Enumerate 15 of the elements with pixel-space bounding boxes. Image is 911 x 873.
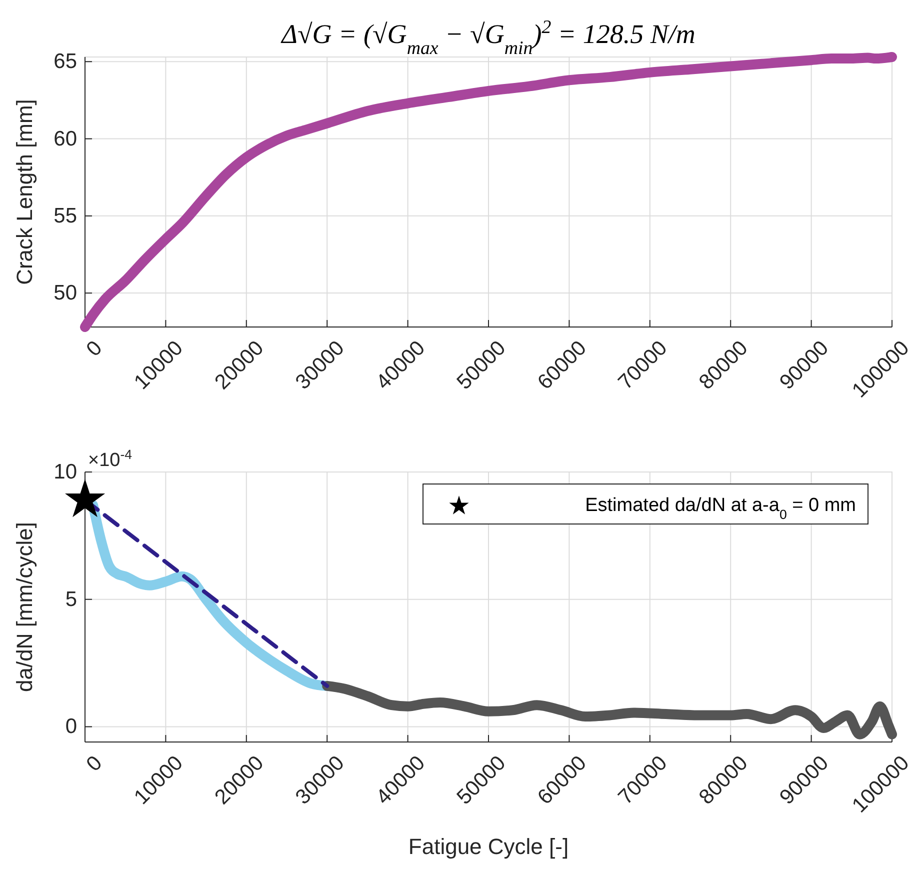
legend: Estimated da/dN at a-a$_{0}$ = 0 mm (422, 484, 868, 524)
x-axis-title: Fatigue Cycle [-] (408, 834, 569, 859)
x-tick-label: 0 (82, 336, 107, 361)
y-tick-label: 65 (54, 50, 77, 74)
y-axis-title: da/dN [mm/cycle] (12, 522, 37, 692)
y-tick-label: 10 (54, 460, 77, 484)
y-axis-title: Crack Length [mm] (12, 99, 37, 285)
y-tick-label: 50 (54, 282, 77, 305)
chart-title: Δ√G = (√G$_{max}$ − √G$_{min}$)$^{2}$ = 128.5 N/m (280, 16, 696, 58)
y-tick-label: 5 (65, 588, 77, 611)
x-tick-label: 0 (82, 751, 107, 776)
y-tick-label: 60 (54, 127, 77, 150)
text: ×10$^{-4}$ (88, 446, 132, 471)
y-tick-label: 55 (54, 204, 77, 228)
y-tick-label: 0 (65, 715, 77, 738)
